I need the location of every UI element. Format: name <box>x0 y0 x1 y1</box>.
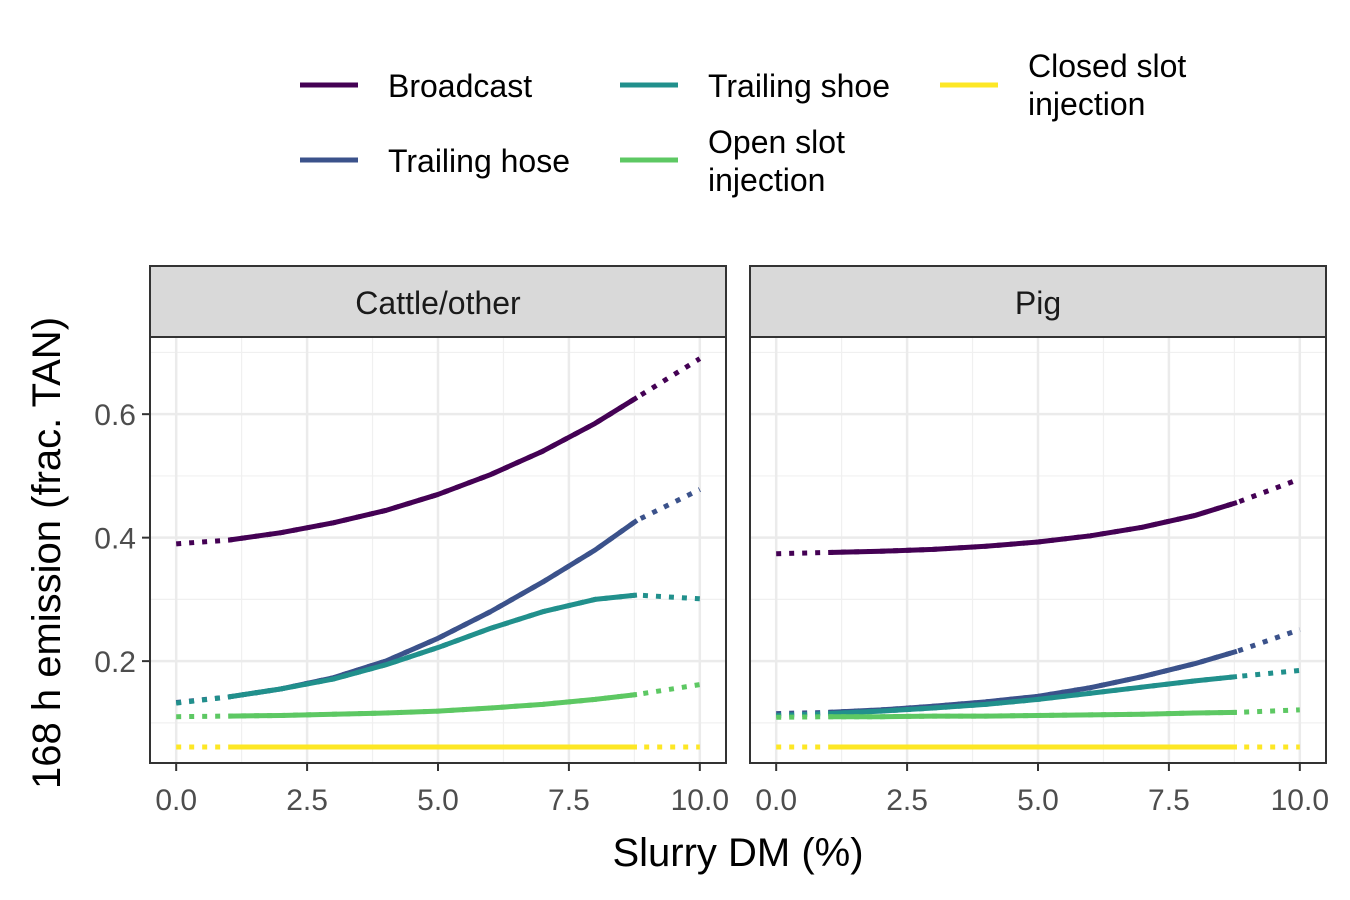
legend-label-closed-slot-injection: injection <box>1028 86 1145 122</box>
series-line-broadcast <box>228 395 639 543</box>
legend-label-broadcast: Broadcast <box>388 68 532 104</box>
series-line-broadcast <box>828 500 1238 555</box>
legend-label-open-slot-injection: injection <box>708 162 825 198</box>
x-tick-label: 2.5 <box>286 784 328 817</box>
series-line-open-slot-injection <box>228 691 638 719</box>
x-tick-label: 10.0 <box>671 784 729 817</box>
x-tick-label: 2.5 <box>886 784 928 817</box>
facet-strip-label: Pig <box>1015 285 1061 321</box>
legend-label-closed-slot-injection: Closed slot <box>1028 48 1186 84</box>
facet-strip <box>149 265 727 338</box>
x-tick-label: 7.5 <box>548 784 590 817</box>
x-tick-label: 7.5 <box>1148 784 1190 817</box>
series-line-open-slot-injection <box>828 709 1238 720</box>
y-tick-label: 0.2 <box>94 646 136 679</box>
panel-pig: Pig 0.0 2.5 5.0 7.5 10.0 <box>749 265 1329 817</box>
facet-strip <box>749 265 1327 338</box>
x-axis-label: Slurry DM (%) <box>612 831 863 875</box>
y-tick-label: 0.6 <box>94 399 136 432</box>
legend: Broadcast Trailing hose Trailing shoe Open … <box>300 48 1186 198</box>
x-tick-label: 5.0 <box>1017 784 1059 817</box>
x-tick-label: 0.0 <box>155 784 197 817</box>
x-tick-label: 0.0 <box>755 784 797 817</box>
facet-strip-label: Cattle/other <box>355 285 521 321</box>
series-line-trailing-shoe <box>828 674 1238 717</box>
facet-panels: Cattle/other 0.0 2.5 5.0 7.5 10.0 0.2 0.4 0.6 Pig… <box>94 265 1329 817</box>
y-tick-label: 0.4 <box>94 523 136 556</box>
legend-label-open-slot-injection: Open slot <box>708 124 845 160</box>
x-tick-label: 5.0 <box>417 784 459 817</box>
series-line-trailing-shoe <box>228 592 638 700</box>
panel-cattle-other: Cattle/other 0.0 2.5 5.0 7.5 10.0 0.2 0.4 0.6 <box>94 265 729 817</box>
y-axis-label: 168 h emission (frac. TAN) <box>25 317 69 789</box>
x-tick-label: 10.0 <box>1271 784 1329 817</box>
legend-label-trailing-shoe: Trailing shoe <box>708 68 890 104</box>
legend-label-trailing-hose: Trailing hose <box>388 143 570 179</box>
